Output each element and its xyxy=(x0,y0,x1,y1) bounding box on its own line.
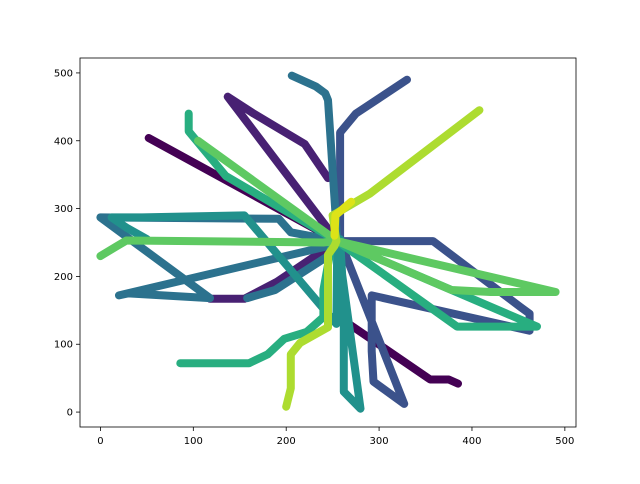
x-tick-label: 100 xyxy=(184,436,203,447)
series-line-3 xyxy=(336,75,534,408)
series-line-5 xyxy=(107,211,365,413)
plot-frame xyxy=(79,57,577,428)
y-tick-label: 200 xyxy=(54,272,73,283)
x-tick-label: 500 xyxy=(555,436,574,447)
y-tick-label: 0 xyxy=(67,408,73,419)
y-tick-label: 400 xyxy=(54,136,73,147)
series-layer xyxy=(96,71,560,413)
y-tick-label: 300 xyxy=(54,204,73,215)
y-tick-label: 100 xyxy=(54,340,73,351)
x-tick-label: 0 xyxy=(97,436,103,447)
series-line-7 xyxy=(96,136,560,296)
x-tick-label: 200 xyxy=(277,436,296,447)
x-tick-label: 400 xyxy=(462,436,481,447)
y-tick-label: 500 xyxy=(54,68,73,79)
x-tick-label: 300 xyxy=(370,436,389,447)
series-line-9 xyxy=(330,197,356,240)
y-axis: 0 100 200 300 400 500 xyxy=(54,68,80,419)
x-axis: 0 100 200 300 400 500 xyxy=(97,427,574,447)
